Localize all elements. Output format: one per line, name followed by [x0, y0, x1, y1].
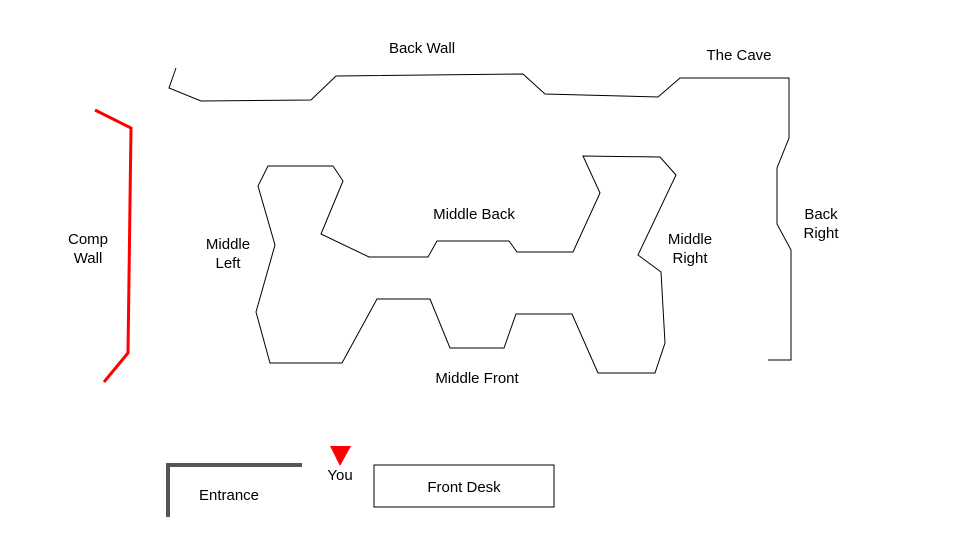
back-wall-outline: [168, 67, 792, 361]
middle-left-label: Middle Left: [205, 236, 251, 272]
middle-back-label: Middle Back: [433, 206, 515, 223]
the-cave-label: The Cave: [706, 47, 772, 64]
comp-wall-line: [94, 108, 133, 383]
middle-island-outline: [255, 155, 677, 374]
front-desk-label: Front Desk: [427, 479, 501, 496]
back-right-label: Back Right: [803, 206, 839, 242]
front-desk-box: [373, 464, 555, 508]
comp-wall-label: Comp Wall: [67, 231, 108, 267]
you-label: You: [327, 467, 353, 484]
entrance-wall-line: [166, 463, 302, 517]
middle-right-label: Middle Right: [667, 231, 713, 267]
middle-front-label: Middle Front: [435, 370, 519, 387]
red-down-triangle-icon: [330, 446, 351, 466]
back-wall-label: Back Wall: [388, 40, 456, 57]
entrance-label: Entrance: [198, 487, 260, 504]
